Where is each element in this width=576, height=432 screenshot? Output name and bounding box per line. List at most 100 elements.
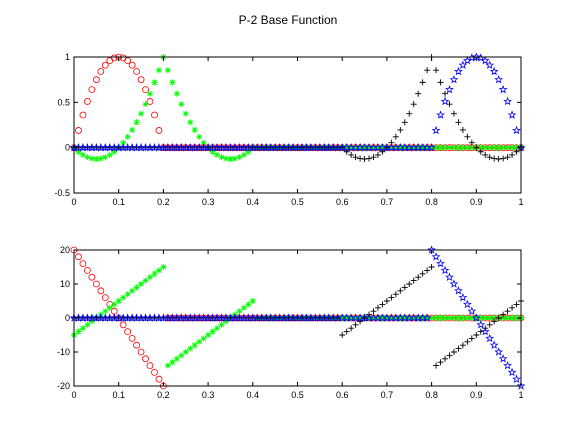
data-point-pentagram	[507, 367, 517, 377]
data-point-plus	[424, 267, 431, 274]
data-point-asterisk	[388, 144, 395, 151]
data-point-asterisk	[509, 144, 516, 151]
data-point-asterisk	[106, 151, 113, 158]
data-point-asterisk	[388, 315, 395, 321]
data-point-asterisk	[84, 154, 91, 161]
data-point-plus	[468, 335, 475, 342]
data-point-plus	[450, 110, 457, 117]
data-point-asterisk	[79, 151, 86, 158]
data-point-circle	[92, 76, 100, 84]
data-point-plus	[491, 318, 498, 325]
data-point-plus	[339, 332, 346, 338]
data-point-asterisk	[120, 294, 127, 301]
data-point-asterisk	[406, 315, 413, 321]
data-point-asterisk	[379, 315, 386, 321]
data-point-asterisk	[120, 139, 127, 146]
data-point-circle	[133, 68, 140, 75]
data-point-asterisk	[392, 315, 399, 321]
plot-area	[69, 52, 526, 162]
x-tick-label: 0.2	[157, 197, 170, 207]
data-point-asterisk	[401, 315, 408, 321]
data-point-plus	[437, 79, 444, 86]
data-point-asterisk	[486, 144, 493, 151]
data-point-plus	[482, 151, 489, 158]
data-point-pentagram	[454, 286, 463, 295]
data-point-asterisk	[357, 144, 364, 151]
x-tick-label: 0.7	[381, 390, 394, 400]
data-point-asterisk	[93, 156, 100, 162]
data-point-circle	[97, 287, 105, 295]
data-point-circle	[88, 273, 96, 281]
data-point-asterisk	[146, 274, 153, 281]
data-point-asterisk	[482, 315, 489, 321]
data-point-asterisk	[459, 315, 466, 321]
data-point-asterisk	[178, 352, 185, 359]
data-point-plus	[370, 308, 377, 315]
data-point-circle	[79, 260, 87, 268]
data-point-pentagram	[507, 110, 517, 119]
y-tick-label: 20	[60, 245, 70, 255]
data-point-asterisk	[88, 318, 95, 325]
data-point-pentagram	[503, 360, 513, 370]
data-point-asterisk	[151, 270, 158, 277]
chart-title: P-2 Base Function	[239, 13, 338, 27]
data-point-asterisk	[352, 315, 359, 321]
data-point-asterisk	[240, 151, 247, 158]
data-point-asterisk	[504, 315, 511, 321]
data-point-plus	[370, 154, 377, 161]
data-point-asterisk	[410, 144, 417, 151]
data-point-circle	[133, 341, 140, 349]
data-point-asterisk	[191, 126, 198, 133]
data-point-asterisk	[482, 144, 489, 151]
data-point-asterisk	[88, 155, 95, 162]
data-point-asterisk	[124, 291, 131, 298]
data-point-asterisk	[151, 79, 158, 86]
data-point-asterisk	[379, 144, 386, 151]
data-point-pentagram	[422, 313, 432, 322]
data-point-asterisk	[513, 144, 520, 151]
data-point-plus	[392, 133, 399, 140]
data-point-asterisk	[339, 315, 346, 321]
data-point-asterisk	[437, 315, 444, 321]
data-point-asterisk	[424, 144, 431, 151]
data-point-circle	[110, 307, 118, 315]
data-point-plus	[504, 308, 511, 315]
data-point-plus	[491, 155, 498, 162]
x-tick-label: 0.2	[157, 390, 170, 400]
x-tick-label: 1	[518, 197, 523, 207]
data-point-plus	[401, 119, 408, 126]
data-point-plus	[455, 119, 462, 126]
data-point-asterisk	[218, 321, 225, 328]
data-point-asterisk	[415, 315, 422, 321]
data-point-asterisk	[357, 315, 364, 321]
top-panel: 0 0.1 0.2 0.3 0.4 0.5 0.6 0.7 0.8 0.9 1-0.500.51	[54, 52, 526, 207]
data-point-pentagram	[498, 354, 508, 363]
data-point-plus	[509, 304, 516, 311]
data-point-plus	[424, 67, 431, 74]
data-point-asterisk	[214, 325, 221, 332]
data-point-asterisk	[191, 342, 198, 349]
data-point-plus	[473, 144, 480, 151]
data-point-circle	[84, 98, 91, 105]
data-point-asterisk	[155, 267, 162, 274]
data-point-pentagram	[431, 252, 441, 261]
data-point-plus	[348, 325, 355, 332]
data-point-asterisk	[164, 362, 171, 369]
data-point-asterisk	[366, 315, 373, 321]
data-point-plus	[450, 349, 457, 355]
data-point-plus	[513, 301, 520, 308]
data-point-asterisk	[477, 144, 484, 151]
data-point-plus	[428, 264, 435, 270]
data-point-pentagram	[471, 313, 481, 322]
data-point-asterisk	[115, 298, 122, 304]
data-point-asterisk	[397, 315, 404, 321]
x-tick-label: 0.1	[112, 197, 125, 207]
data-point-asterisk	[477, 315, 484, 321]
data-point-circle	[142, 355, 149, 363]
data-point-asterisk	[468, 144, 475, 151]
data-point-asterisk	[164, 67, 171, 74]
data-point-pentagram	[436, 110, 445, 119]
data-point-pentagram	[485, 333, 495, 343]
data-point-plus	[477, 148, 484, 155]
data-point-pentagram	[503, 96, 513, 106]
